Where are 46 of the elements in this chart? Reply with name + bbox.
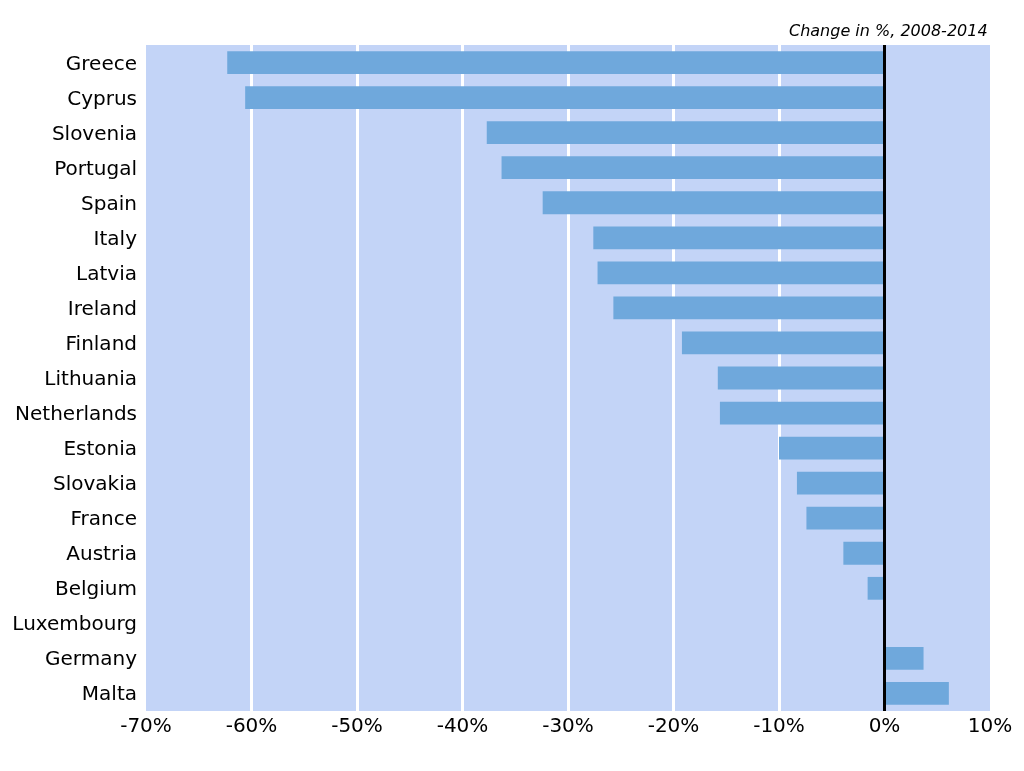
y-tick-label: Cyprus (67, 85, 137, 110)
x-tick-label: -60% (225, 713, 278, 737)
x-tick-label: -10% (753, 713, 805, 737)
y-tick-label: Portugal (54, 155, 137, 180)
bar (501, 156, 885, 180)
y-tick-label: Germany (45, 646, 138, 671)
bar (542, 191, 885, 215)
x-tick-label: 10% (967, 713, 1013, 737)
bar (486, 121, 885, 145)
x-tick-label: -30% (542, 713, 594, 737)
bar (796, 471, 885, 495)
bar (884, 647, 924, 670)
bar (681, 331, 885, 355)
y-tick-label: Lithuania (44, 366, 137, 390)
bar (227, 51, 885, 74)
x-tick-label: -20% (647, 713, 700, 737)
y-tick-label: Finland (65, 330, 137, 355)
text: Change in %, 2008-2014 (789, 21, 988, 40)
y-tick-label: Ireland (67, 295, 137, 320)
x-tick-label: -50% (331, 713, 383, 737)
y-tick-label: Austria (66, 541, 137, 566)
x-tick-label: 0% (868, 713, 901, 737)
y-tick-label: Italy (93, 225, 138, 250)
x-tick-label: -40% (436, 713, 489, 737)
bar (779, 436, 885, 460)
bar (806, 506, 885, 530)
y-tick-label: Slovakia (53, 471, 137, 496)
y-tick-label: Estonia (63, 436, 137, 461)
y-tick-label: Netherlands (15, 401, 137, 426)
bar (843, 541, 885, 565)
bar (597, 261, 885, 285)
y-tick-label: France (70, 506, 137, 531)
y-tick-label: Greece (65, 50, 137, 75)
bar (884, 682, 949, 705)
bar (719, 401, 885, 425)
y-tick-label: Malta (81, 681, 137, 706)
y-tick-label: Luxembourg (12, 611, 137, 636)
bar (717, 366, 885, 390)
x-tick-label: -70% (120, 713, 172, 737)
bar (613, 296, 885, 320)
y-tick-label: Spain (81, 190, 137, 215)
bar (593, 226, 885, 250)
y-tick-label: Latvia (76, 260, 137, 285)
y-tick-label: Slovenia (51, 120, 137, 145)
bar (245, 86, 885, 109)
y-tick-label: Belgium (55, 576, 137, 601)
